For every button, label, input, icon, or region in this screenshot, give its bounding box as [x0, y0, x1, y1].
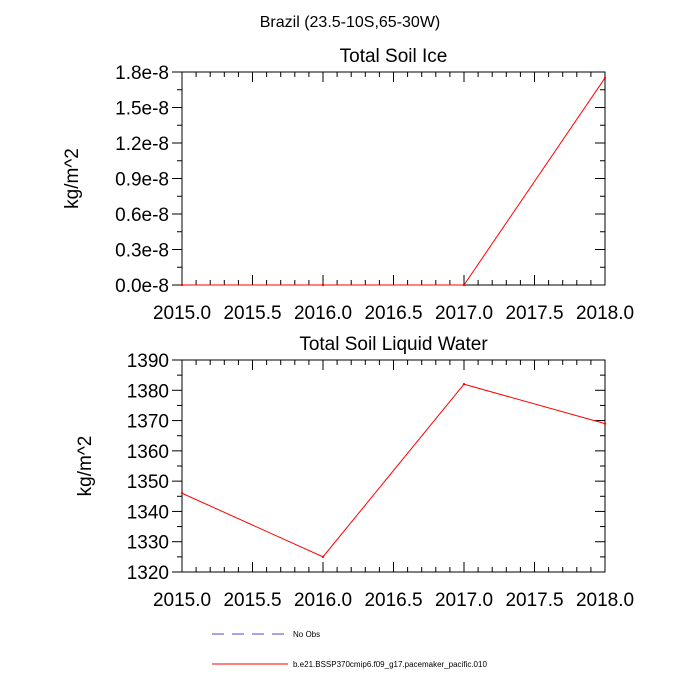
x-tick-label: 2015.5: [223, 303, 281, 324]
panel-total-soil-liquid-water: Total Soil Liquid Water 2015.0 2015.5 2016.…: [75, 334, 634, 611]
chart-title: Total Soil Liquid Water: [299, 334, 488, 355]
panel-total-soil-ice: Total Soil Ice 2015.0 2015.5 2016.0 2016.5 20…: [62, 46, 634, 324]
y-tick-label: 1340: [127, 502, 169, 523]
data-point: [462, 283, 466, 287]
y-tick-label: 1370: [127, 412, 169, 433]
data-point: [180, 492, 184, 495]
x-tick-label: 2015.5: [223, 590, 281, 611]
data-point: [321, 283, 325, 287]
y-tick-label: 1.5e-8: [115, 99, 169, 120]
y-tick-label: 1.2e-8: [115, 134, 169, 155]
y-tick-label: 1.8e-8: [115, 63, 169, 84]
y-tick-label: 1360: [127, 442, 169, 463]
series-line: [182, 77, 606, 286]
y-axis-label: kg/m^2: [75, 436, 96, 497]
chart-title: Total Soil Ice: [340, 46, 448, 67]
legend-label-model-run: b.e21.BSSP370cmip6.f09_g17.pacemaker_pac…: [293, 660, 487, 669]
x-tick-label: 2016.5: [364, 303, 422, 324]
y-tick-label: 0.6e-8: [115, 205, 169, 226]
x-tick-label: 2018.0: [576, 590, 634, 611]
data-point: [180, 283, 184, 287]
y-tick-label: 1320: [127, 563, 169, 584]
legend: No Obs b.e21.BSSP370cmip6.f09_g17.pacema…: [212, 630, 487, 669]
x-tick-label: 2015.0: [153, 590, 211, 611]
data-point: [462, 383, 466, 386]
x-tick-label: 2018.0: [576, 303, 634, 324]
y-tick-label: 0.3e-8: [115, 241, 169, 262]
y-tick-label: 1390: [127, 351, 169, 372]
x-tick-label: 2017.0: [435, 303, 493, 324]
data-point: [603, 76, 607, 80]
x-tick-label: 2017.0: [435, 590, 493, 611]
y-tick-label: 1330: [127, 533, 169, 554]
x-tick-label: 2017.5: [505, 303, 563, 324]
x-tick-label: 2016.0: [294, 590, 352, 611]
y-tick-label: 1350: [127, 472, 169, 493]
y-tick-label: 1380: [127, 381, 169, 402]
y-tick-label: 0.9e-8: [115, 170, 169, 191]
x-tick-label: 2017.5: [505, 590, 563, 611]
x-tick-label: 2016.5: [364, 590, 422, 611]
series-line: [181, 383, 606, 558]
plot-frame: [181, 71, 606, 286]
data-point: [321, 555, 325, 559]
x-tick-label: 2016.0: [294, 303, 352, 324]
y-axis-label: kg/m^2: [62, 148, 83, 209]
plot-frame: [181, 359, 606, 573]
y-tick-label: 0.0e-8: [115, 276, 169, 297]
figure-title: Brazil (23.5-10S,65-30W): [260, 14, 441, 31]
legend-label-no-obs: No Obs: [293, 630, 320, 639]
data-point: [603, 422, 607, 425]
x-tick-label: 2015.0: [153, 303, 211, 324]
